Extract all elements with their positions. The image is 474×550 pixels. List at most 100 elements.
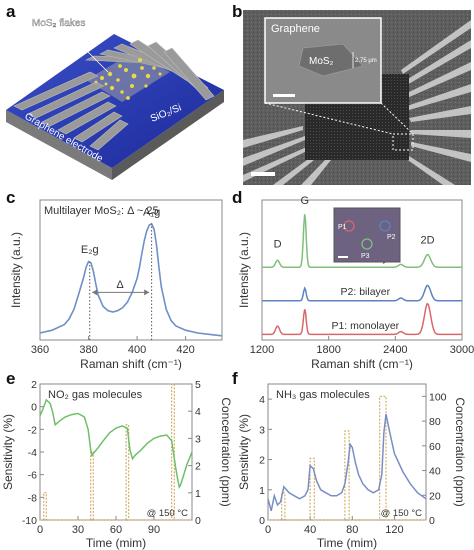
channel-area <box>86 52 170 102</box>
y-tick-label: -8 <box>28 492 37 504</box>
p3-marker <box>361 238 373 250</box>
y2-tick-label: 80 <box>429 416 441 428</box>
inset-flake <box>298 43 364 77</box>
series-label: P1: monolayer <box>331 320 399 332</box>
x-tick-label: 40 <box>304 524 316 536</box>
device-schematic: MoS₂ flakes Graphene electrode SiO₂/Si <box>6 18 224 180</box>
inset-scale-bar <box>273 94 295 97</box>
y2-tick-label: 4 <box>195 406 201 418</box>
sensitivity-line <box>267 414 427 512</box>
no2-sensing-chart: 0 30 60 90 -10 -8 -6 -4 -2 0 2 0 1 2 3 4 5 NO₂ gas molecu… <box>1 379 233 550</box>
panel-label-a: a <box>6 2 16 21</box>
y-tick-label: 0 <box>31 402 37 414</box>
x-tick-label: 380 <box>79 344 97 356</box>
y2-tick-label: 3 <box>195 433 201 445</box>
x-tick-label: 0 <box>265 524 271 536</box>
delta-arrow-head-right <box>144 289 150 296</box>
delta-arrow-head-left <box>92 289 98 296</box>
temperature-annotation: @ 150 °C <box>381 508 423 519</box>
plot-frame <box>39 199 223 341</box>
x-tick-label: 120 <box>385 524 403 536</box>
y-tick-label: 3 <box>259 424 265 436</box>
raman-graphene-line <box>262 302 462 336</box>
p1-marker <box>343 220 355 232</box>
substrate-side-left <box>6 110 112 180</box>
y-tick-label: 4 <box>259 394 265 406</box>
zoom-line-left <box>264 102 394 135</box>
peak-annotation: Δ <box>116 279 124 291</box>
temperature-annotation: @ 150 °C <box>147 508 189 519</box>
x-tick-label: 400 <box>128 344 146 356</box>
y2-axis-label: Concentration (ppm) <box>219 397 233 506</box>
raman-graphene-line <box>262 214 462 268</box>
y-axis-label: Intensity (a.u.) <box>237 232 251 308</box>
panel-label-d: d <box>232 188 243 207</box>
y-tick-label: 1 <box>259 485 265 497</box>
y2-axis-label: Concentration (ppm) <box>453 397 467 506</box>
y-axis-label: Sensitivity (%) <box>1 414 15 490</box>
x-tick-label: 80 <box>346 524 358 536</box>
panel-label-f: f <box>232 369 238 388</box>
peak-annotation: E₂g <box>81 244 99 256</box>
y-axis-label: Sensitivity (%) <box>237 414 251 490</box>
raman-mos2-line <box>39 222 223 337</box>
raman-mos2-chart: 360 380 400 420 E₂g A₁g Δ Multilayer MoS₂: Δ ~ … <box>9 199 223 370</box>
y-tick-label: 2 <box>31 379 37 391</box>
y-tick-label: -2 <box>28 424 37 436</box>
sensitivity-line <box>39 398 193 490</box>
panel-label-b: b <box>232 2 243 21</box>
y-tick-label: -10 <box>22 515 37 527</box>
x-tick-label: 30 <box>72 524 84 536</box>
y-tick-label: -4 <box>28 447 37 459</box>
y2-tick-label: 1 <box>195 488 201 500</box>
x-tick-label: 1800 <box>316 344 340 356</box>
raman-graphene-line <box>262 284 462 302</box>
main-scale-bar <box>251 172 275 176</box>
y2-tick-label: 2 <box>195 461 201 473</box>
chart-title: NH₃ gas molecules <box>276 389 370 401</box>
sem-electrodes <box>243 20 471 185</box>
concentration-line <box>268 395 426 521</box>
inset-label-p2: P2 <box>387 234 396 241</box>
peak-label: G <box>300 195 309 207</box>
x-tick-label: 3000 <box>450 344 474 356</box>
y2-tick-label: 60 <box>429 441 441 453</box>
inset-scale-bar <box>338 256 348 258</box>
x-axis-label: Time (mim) <box>86 536 146 550</box>
sem-image: Graphene MoS₂ 2.75 μm <box>243 10 471 185</box>
inset-label-p1: P1 <box>338 224 347 231</box>
inset-graphene-label: Graphene <box>271 23 320 35</box>
plot-frame <box>267 383 427 521</box>
x-tick-label: 1200 <box>250 344 274 356</box>
flakes-pointer-dot <box>66 30 70 34</box>
peak-label: D <box>274 239 282 251</box>
plot-frame <box>39 383 193 521</box>
y2-tick-label: 40 <box>429 466 441 478</box>
peak-annotation: A₁g <box>143 206 160 218</box>
zoom-box <box>392 133 414 151</box>
y-tick-label: 2 <box>259 455 265 467</box>
x-tick-label: 60 <box>110 524 122 536</box>
x-axis-label: Raman shift (cm⁻¹) <box>311 357 413 370</box>
x-axis-label: Raman shift (cm⁻¹) <box>80 357 182 370</box>
raman-graphene-chart: 1200180024003000P3: multilayerP2: bilaye… <box>237 195 474 370</box>
x-tick-label: 360 <box>31 344 49 356</box>
y-tick-label: -6 <box>28 470 37 482</box>
chart-title: NO₂ gas molecules <box>48 389 143 401</box>
x-tick-label: 2400 <box>383 344 407 356</box>
graphene-electrodes <box>13 39 215 151</box>
p2-marker <box>379 220 391 232</box>
y-axis-label: Intensity (a.u.) <box>9 232 23 308</box>
panel-label-c: c <box>6 188 16 207</box>
series-label: P2: bilayer <box>341 286 391 298</box>
flakes-label: MoS₂ flakes <box>32 18 85 29</box>
inset-mos2-label: MoS₂ <box>309 56 334 67</box>
y2-tick-label: 20 <box>429 490 441 502</box>
substrate-side-right <box>112 90 224 180</box>
y2-tick-label: 0 <box>195 515 201 527</box>
y2-tick-label: 100 <box>429 391 447 403</box>
inset-label-p3: P3 <box>361 253 370 260</box>
plot-frame <box>261 199 463 341</box>
mos2-flakes <box>94 58 162 100</box>
